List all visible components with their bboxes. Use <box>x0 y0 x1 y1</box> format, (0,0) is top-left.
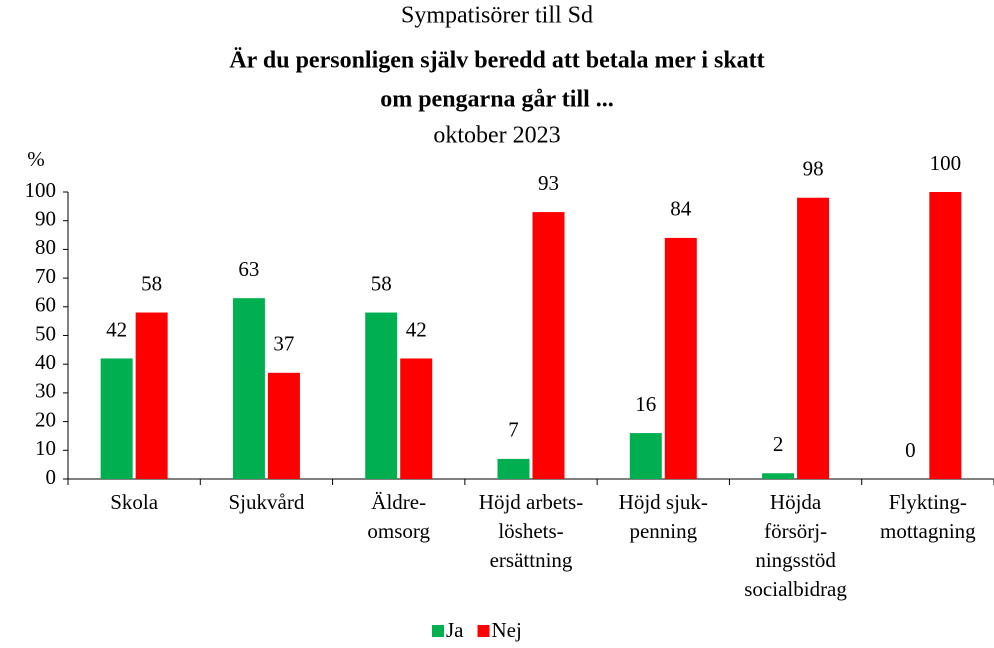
y-tick-label: 0 <box>46 465 57 489</box>
legend-swatch <box>432 625 444 637</box>
y-tick-label: 10 <box>35 436 56 460</box>
bar <box>532 212 565 479</box>
x-tick-label: Höjd sjuk- <box>619 490 708 514</box>
y-axis-label: % <box>27 147 45 171</box>
value-label: 100 <box>930 151 962 175</box>
value-label: 16 <box>635 392 656 416</box>
x-tick-label: socialbidrag <box>744 577 847 601</box>
chart-title: Är du personligen själv beredd att betal… <box>229 48 764 74</box>
bar <box>629 433 662 479</box>
y-tick-label: 20 <box>35 407 56 431</box>
bar <box>267 372 300 479</box>
y-tick-label: 100 <box>25 178 57 202</box>
bar <box>100 358 133 479</box>
x-tick-label: försörj- <box>764 519 827 543</box>
y-tick-label: 70 <box>35 264 56 288</box>
bar <box>400 358 433 479</box>
value-label: 7 <box>508 418 519 442</box>
value-label: 98 <box>803 157 824 181</box>
value-label: 42 <box>106 317 127 341</box>
x-tick-label: Flykting- <box>889 490 967 514</box>
legend-label: Ja <box>446 618 464 642</box>
x-tick-label: löshets- <box>498 519 563 543</box>
bar <box>762 473 795 479</box>
y-tick-label: 40 <box>35 350 56 374</box>
value-label: 63 <box>238 257 259 281</box>
chart-title: om pengarna går till ... <box>380 87 614 113</box>
bar <box>929 192 962 479</box>
x-tick-label: penning <box>629 519 697 543</box>
bar <box>797 197 830 480</box>
x-tick-label: ersättning <box>490 548 573 572</box>
x-tick-label: Höjd arbets- <box>479 490 583 514</box>
chart-title: oktober 2023 <box>433 123 560 149</box>
x-tick-label: mottagning <box>880 519 976 543</box>
y-tick-label: 60 <box>35 293 56 317</box>
y-tick-label: 80 <box>35 235 56 259</box>
value-label: 58 <box>371 271 392 295</box>
value-label: 42 <box>406 317 427 341</box>
x-tick-label: omsorg <box>367 519 430 543</box>
bar <box>664 237 697 479</box>
x-tick-label: ningsstöd <box>755 548 836 572</box>
bar <box>232 298 265 479</box>
value-label: 0 <box>905 438 916 462</box>
legend-label: Nej <box>492 618 522 642</box>
value-label: 84 <box>670 197 692 221</box>
bar <box>497 458 530 479</box>
x-tick-label: Äldre- <box>371 490 426 514</box>
y-tick-label: 50 <box>35 321 56 345</box>
value-label: 2 <box>773 432 784 456</box>
x-tick-label: Sjukvård <box>229 490 305 514</box>
x-tick-label: Skola <box>110 490 159 514</box>
y-tick-label: 90 <box>35 207 56 231</box>
chart-title: Sympatisörer till Sd <box>401 3 593 29</box>
bar <box>365 312 398 479</box>
x-tick-label: Höjda <box>770 490 822 514</box>
value-label: 58 <box>141 271 162 295</box>
y-tick-label: 30 <box>35 379 56 403</box>
bar <box>135 312 168 479</box>
legend-swatch <box>477 625 490 637</box>
value-label: 93 <box>538 171 559 195</box>
value-label: 37 <box>273 332 294 356</box>
